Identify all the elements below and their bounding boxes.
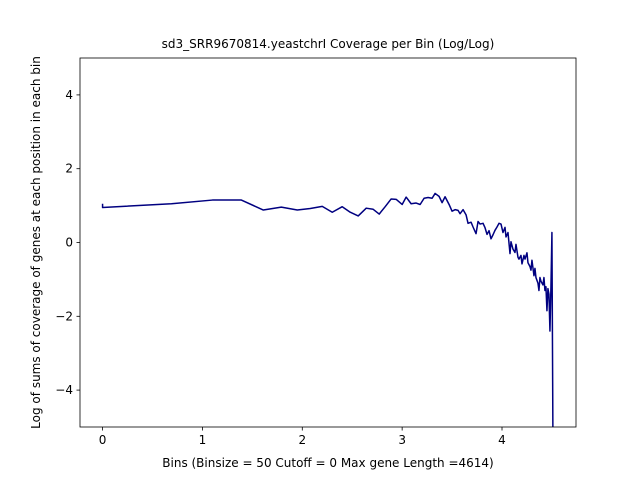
- x-tick-label: 2: [298, 433, 306, 447]
- chart-title: sd3_SRR9670814.yeastchrI Coverage per Bi…: [162, 37, 495, 51]
- y-tick-label: −4: [55, 383, 73, 397]
- y-tick-label: 2: [65, 162, 73, 176]
- x-axis-label: Bins (Binsize = 50 Cutoff = 0 Max gene L…: [162, 456, 493, 470]
- y-axis-label: Log of sums of coverage of genes at each…: [29, 56, 43, 429]
- x-tick-label: 0: [99, 433, 107, 447]
- y-tick-label: 4: [65, 88, 73, 102]
- x-tick-label: 3: [398, 433, 406, 447]
- y-tick-label: 0: [65, 236, 73, 250]
- x-tick-label: 1: [199, 433, 207, 447]
- y-tick-label: −2: [55, 309, 73, 323]
- series-line-0: [101, 192, 554, 427]
- y-axis-ticks: −4 −2 0 2 4: [55, 88, 80, 397]
- x-axis-ticks: 0 1 2 3 4: [99, 427, 506, 447]
- plot-area: [101, 192, 554, 427]
- x-tick-label: 4: [498, 433, 506, 447]
